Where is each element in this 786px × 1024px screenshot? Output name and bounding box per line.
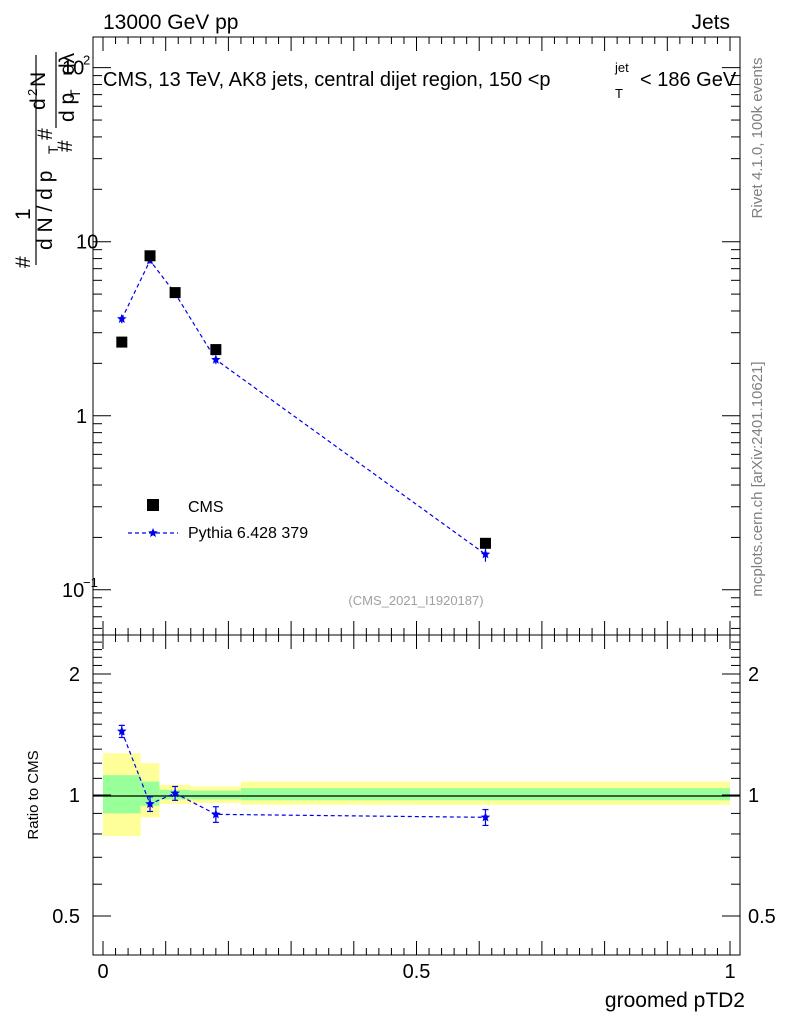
ratio-band-green [140, 781, 160, 806]
pythia-error-bars [121, 257, 487, 562]
pythia-series [117, 255, 491, 559]
pythia-point [211, 354, 221, 364]
main-frame [92, 36, 741, 636]
ylabel-hash-mid: # [34, 128, 57, 140]
ylabel-d: d [27, 98, 50, 110]
rivet-label: Rivet 4.1.0, 100k events [749, 58, 766, 219]
ratio-uncertainty-bands [103, 753, 730, 837]
y-tick-label: 10 [62, 58, 84, 80]
legend-cms-label: CMS [188, 499, 224, 516]
ratio-y-tick-label: 2 [69, 664, 80, 686]
ratio-band-green [103, 775, 141, 814]
energy-label: 13000 GeV pp [103, 11, 238, 34]
chart-title: CMS, 13 TeV, AK8 jets, central dijet reg… [103, 69, 551, 91]
ratio-y-tick-labels: 2 2 1 1 0.5 0.5 [52, 664, 776, 928]
main-axis-ticks [93, 37, 740, 635]
category-label: Jets [691, 11, 730, 34]
legend-cms-marker [147, 499, 159, 511]
title-tail: < 186 GeV [640, 69, 737, 91]
ratio-error-bars [118, 724, 489, 827]
x-tick-labels: 0 0.5 1 [97, 961, 735, 983]
chart-title-main: CMS, 13 TeV, AK8 jets, central dijet reg… [103, 69, 551, 91]
title-superscript: jet [614, 60, 629, 75]
x-tick-label: 0 [97, 961, 108, 983]
y-tick-exponent: −1 [83, 575, 98, 590]
title-subscript: T [615, 86, 623, 101]
analysis-watermark: (CMS_2021_I1920187) [348, 593, 483, 608]
main-y-axis-label: # 1 d N / d p T # # d 2 N d p T dλ [12, 52, 83, 268]
ylabel-n: N [27, 72, 50, 87]
ylabel-one: 1 [12, 208, 35, 220]
cms-point [210, 344, 222, 356]
ratio-point [117, 726, 127, 736]
y-tick-label: 1 [76, 406, 87, 428]
y-tick-exponent: 2 [83, 53, 90, 68]
ratio-series [117, 726, 491, 822]
cms-point [479, 537, 491, 549]
ratio-y-tick-label-right: 1 [748, 785, 759, 807]
ylabel-hash-left: # [12, 256, 35, 268]
legend-pythia-marker [148, 528, 158, 538]
ratio-point [145, 798, 155, 808]
ratio-y-tick-label-right: 2 [748, 664, 759, 686]
ratio-y-tick-label-right: 0.5 [748, 906, 776, 928]
pythia-point [117, 313, 127, 323]
x-tick-label: 0.5 [403, 961, 431, 983]
ratio-band-green [240, 788, 730, 801]
ratio-y-axis-label: Ratio to CMS [25, 750, 42, 839]
ratio-panel: 2 21 10.5 0.5 0 0.5 1 Ratio to CMS groomed pT… [25, 634, 776, 1012]
ratio-y-tick-label: 0.5 [52, 906, 80, 928]
ylabel-sub-t-2: T [67, 89, 83, 98]
ylabel-dn-dpt: d N / d p [34, 171, 57, 250]
cms-point [116, 336, 128, 348]
y-tick-label: 10 [76, 232, 98, 254]
x-tick-label: 1 [724, 961, 735, 983]
x-axis-label: groomed pTD2 [605, 989, 745, 1012]
ylabel-dlambda: dλ [56, 52, 79, 75]
ratio-axis-ticks [93, 634, 740, 956]
legend-pythia-label: Pythia 6.428 379 [188, 525, 308, 542]
cms-point [169, 287, 181, 299]
ylabel-sub-t-1: T [45, 145, 61, 154]
legend: CMS Pythia 6.428 379 [128, 499, 308, 542]
ratio-band-green [190, 790, 241, 800]
ratio-point [170, 788, 180, 798]
ylabel-hash-right: # [54, 140, 77, 152]
y-tick-label: 10 [62, 580, 84, 602]
ylabel-sup-2: 2 [25, 89, 40, 96]
pythia-point [480, 549, 491, 559]
ylabel-dpt: d p [56, 93, 79, 122]
ratio-point [211, 809, 221, 819]
mcplots-label: mcplots.cern.ch [arXiv:2401.10621] [749, 361, 766, 596]
ratio-y-tick-label: 1 [69, 785, 80, 807]
ratio-point [480, 812, 491, 822]
cms-series [116, 250, 491, 549]
pythia-series-line [121, 259, 486, 555]
cms-point [144, 250, 156, 262]
